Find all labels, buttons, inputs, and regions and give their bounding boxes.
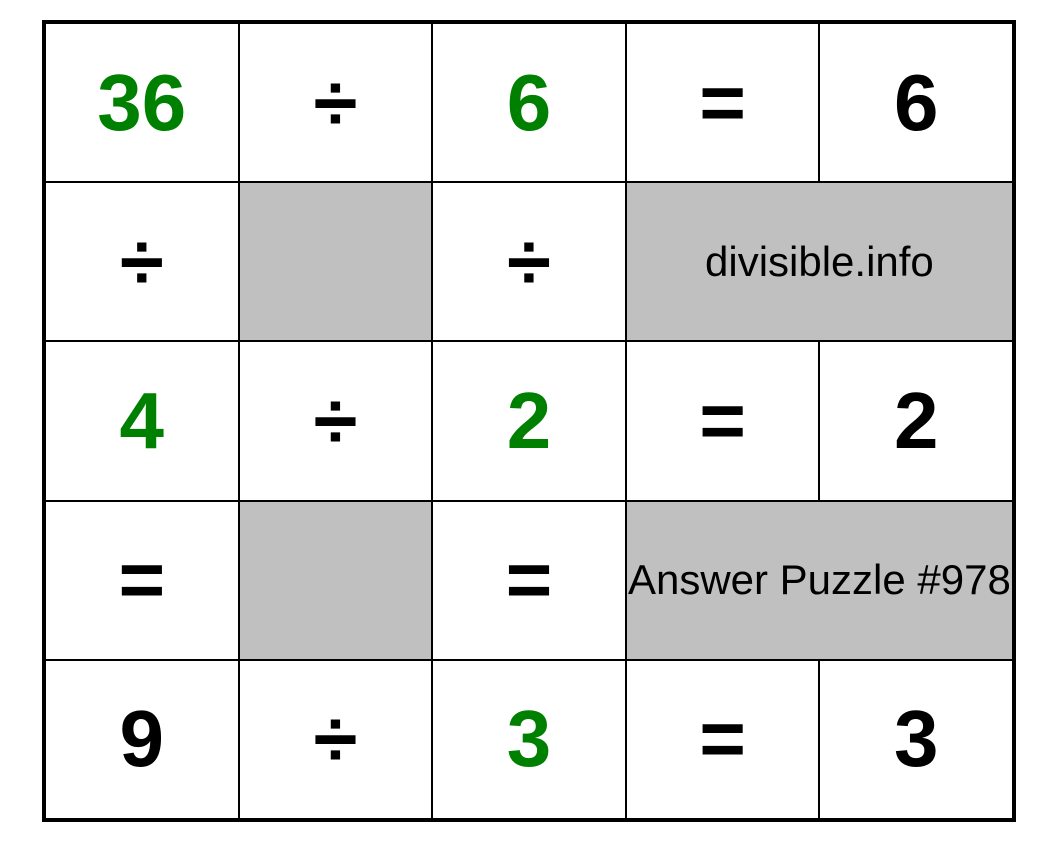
cell-r2-op-left: ÷	[45, 182, 239, 341]
cell-r1-c: 6	[819, 23, 1013, 182]
operator-divide: ÷	[313, 377, 357, 465]
cell-r3-eq: =	[626, 341, 820, 500]
operator-divide: ÷	[313, 59, 357, 147]
cell-r1-b: 6	[432, 23, 626, 182]
operator-divide: ÷	[120, 218, 164, 306]
cell-brand: divisible.info	[626, 182, 1013, 341]
cell-r3-c: 2	[819, 341, 1013, 500]
operator-equals: =	[699, 695, 746, 783]
cell-r3-b: 2	[432, 341, 626, 500]
cell-r5-op: ÷	[239, 660, 433, 819]
cell-r5-a: 9	[45, 660, 239, 819]
cell-r5-eq: =	[626, 660, 820, 819]
value-r1-b: 6	[507, 59, 552, 147]
cell-r2-blank	[239, 182, 433, 341]
cell-r4-eq-mid: =	[432, 501, 626, 660]
puzzle-grid: 36 ÷ 6 = 6 ÷ ÷ divisible.info 4 ÷ 2 = 2 …	[42, 20, 1016, 822]
cell-r2-op-mid: ÷	[432, 182, 626, 341]
value-r1-a: 36	[97, 59, 186, 147]
answer-puzzle-label: Answer Puzzle #978	[628, 557, 1011, 603]
brand-label: divisible.info	[705, 239, 934, 285]
operator-equals: =	[118, 536, 165, 624]
cell-r5-c: 3	[819, 660, 1013, 819]
cell-r5-b: 3	[432, 660, 626, 819]
value-r5-b: 3	[507, 695, 552, 783]
operator-divide: ÷	[313, 695, 357, 783]
cell-r3-a: 4	[45, 341, 239, 500]
puzzle-container: 36 ÷ 6 = 6 ÷ ÷ divisible.info 4 ÷ 2 = 2 …	[0, 0, 1060, 844]
cell-r4-blank	[239, 501, 433, 660]
value-r1-c: 6	[894, 59, 939, 147]
cell-answer-label: Answer Puzzle #978	[626, 501, 1013, 660]
value-r5-a: 9	[120, 695, 165, 783]
cell-r3-op: ÷	[239, 341, 433, 500]
value-r3-c: 2	[894, 377, 939, 465]
operator-equals: =	[506, 536, 553, 624]
cell-r4-eq-left: =	[45, 501, 239, 660]
cell-r1-a: 36	[45, 23, 239, 182]
operator-equals: =	[699, 377, 746, 465]
operator-equals: =	[699, 59, 746, 147]
operator-divide: ÷	[507, 218, 551, 306]
value-r5-c: 3	[894, 695, 939, 783]
value-r3-a: 4	[120, 377, 165, 465]
cell-r1-op: ÷	[239, 23, 433, 182]
cell-r1-eq: =	[626, 23, 820, 182]
value-r3-b: 2	[507, 377, 552, 465]
